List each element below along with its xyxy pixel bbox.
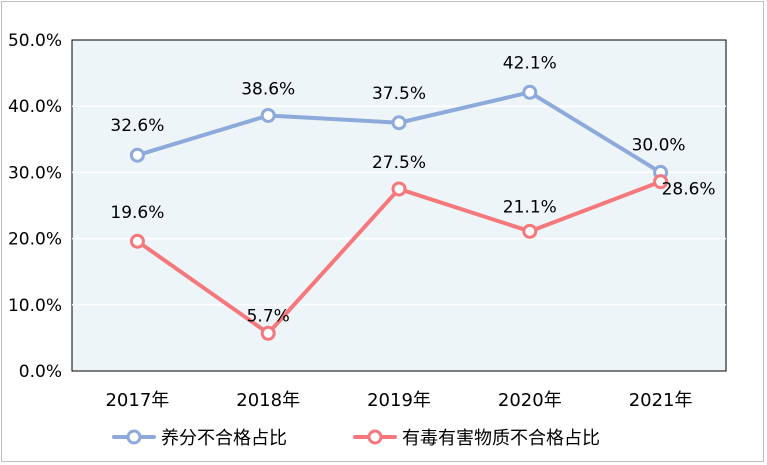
data-label: 30.0% [632, 135, 686, 155]
y-tick-label: 30.0% [8, 163, 62, 183]
data-point [260, 325, 276, 341]
legend-label: 养分不合格占比 [161, 428, 287, 449]
x-tick-label: 2018年 [236, 390, 300, 411]
plot-area [71, 39, 727, 372]
data-point [129, 147, 145, 163]
data-label: 37.5% [372, 84, 426, 104]
x-axis-tick-labels: 2017年 2018年 2019年 2020年 2021年 [105, 390, 692, 411]
data-label: 42.1% [503, 53, 557, 73]
y-tick-label: 20.0% [8, 230, 62, 250]
x-tick-label: 2019年 [367, 390, 431, 411]
legend-swatch-marker [367, 429, 383, 445]
gridlines [72, 105, 726, 306]
data-label: 19.6% [110, 203, 164, 223]
data-point [522, 223, 538, 239]
data-point [391, 181, 407, 197]
x-tick-label: 2017年 [105, 390, 169, 411]
legend-swatch-marker [126, 429, 142, 445]
y-tick-label: 40.0% [8, 97, 62, 117]
data-labels: 32.6% 38.6% 37.5% 42.1% 30.0% 19.6% 5.7% 27.5% 2… [110, 53, 715, 326]
legend-label: 有毒有害物质不合格占比 [402, 428, 600, 449]
x-tick-label: 2021年 [629, 390, 693, 411]
data-label: 5.7% [247, 306, 290, 326]
data-label: 38.6% [241, 79, 295, 99]
series-group [129, 84, 669, 341]
data-point [260, 107, 276, 123]
data-point [653, 174, 669, 190]
y-tick-label: 0.0% [19, 362, 62, 382]
data-point [391, 115, 407, 131]
data-label: 27.5% [372, 153, 426, 173]
y-tick-label: 10.0% [8, 296, 62, 316]
x-tick-label: 2020年 [498, 390, 562, 411]
data-label: 32.6% [110, 116, 164, 136]
data-label: 21.1% [503, 197, 557, 217]
data-label: 28.6% [662, 180, 716, 200]
y-axis-tick-labels: 0.0% 10.0% 20.0% 30.0% 40.0% 50.0% [8, 31, 62, 382]
data-point [129, 233, 145, 249]
y-tick-label: 50.0% [8, 31, 62, 51]
legend: 养分不合格占比 有毒有害物质不合格占比 [112, 428, 600, 449]
data-point [522, 84, 538, 100]
